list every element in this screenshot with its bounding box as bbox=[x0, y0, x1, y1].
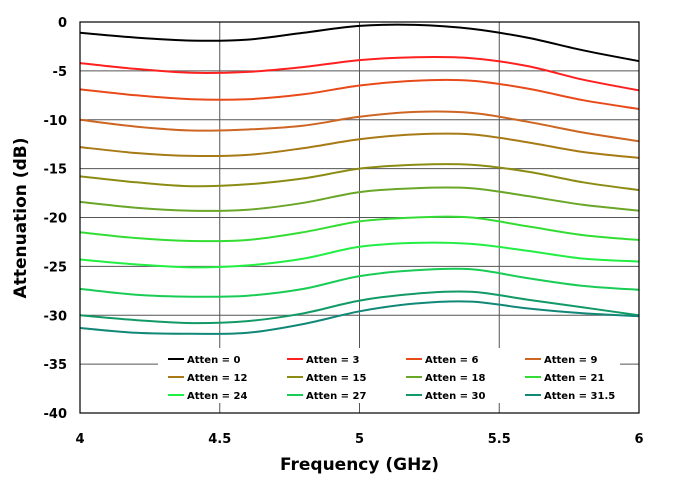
x-tick-label: 5.5 bbox=[488, 432, 511, 447]
series-line-10 bbox=[79, 290, 640, 325]
legend-item: Atten = 6 bbox=[406, 355, 479, 366]
legend-label: Atten = 24 bbox=[187, 391, 248, 402]
y-axis-label: Attenuation (dB) bbox=[11, 138, 31, 299]
x-tick-label: 5 bbox=[355, 432, 364, 447]
legend-label: Atten = 6 bbox=[425, 355, 479, 366]
x-tick-label: 4 bbox=[75, 432, 84, 447]
legend-item: Atten = 21 bbox=[525, 373, 605, 384]
series-line-3 bbox=[79, 110, 640, 143]
legend-item: Atten = 31.5 bbox=[525, 391, 615, 402]
series-line-9 bbox=[79, 267, 640, 298]
legend-label: Atten = 12 bbox=[187, 373, 248, 384]
y-tick-label: 0 bbox=[58, 16, 67, 31]
legend-label: Atten = 27 bbox=[306, 391, 367, 402]
y-tick-label: -15 bbox=[44, 163, 68, 178]
y-tick-label: -5 bbox=[53, 65, 67, 80]
series-line-4 bbox=[79, 132, 640, 159]
legend-label: Atten = 0 bbox=[187, 355, 241, 366]
series-line-7 bbox=[79, 215, 640, 243]
series-line-5 bbox=[79, 163, 640, 192]
series-line-11 bbox=[79, 300, 640, 335]
x-tick-label: 6 bbox=[634, 432, 643, 447]
legend-item: Atten = 27 bbox=[287, 391, 367, 402]
legend-item: Atten = 0 bbox=[168, 355, 241, 366]
x-tick-labels: 4 4.5 5 5.5 6 bbox=[75, 432, 643, 447]
legend-label: Atten = 3 bbox=[306, 355, 360, 366]
legend-item: Atten = 30 bbox=[406, 391, 486, 402]
legend-item: Atten = 15 bbox=[287, 373, 367, 384]
y-tick-label: -25 bbox=[44, 260, 68, 275]
series-line-0 bbox=[79, 23, 640, 63]
y-tick-label: -35 bbox=[44, 358, 68, 373]
legend-box bbox=[158, 348, 620, 403]
series-line-8 bbox=[79, 241, 640, 269]
series-line-2 bbox=[79, 78, 640, 110]
legend-label: Atten = 9 bbox=[544, 355, 598, 366]
plot-frame bbox=[79, 21, 640, 414]
series-lines bbox=[79, 23, 640, 335]
y-tick-label: -30 bbox=[44, 309, 68, 324]
y-tick-label: -40 bbox=[44, 407, 68, 422]
legend-item: Atten = 3 bbox=[287, 355, 360, 366]
legend-item: Atten = 12 bbox=[168, 373, 248, 384]
x-axis-label: Frequency (GHz) bbox=[280, 455, 439, 475]
y-tick-label: -20 bbox=[44, 212, 68, 227]
legend-label: Atten = 15 bbox=[306, 373, 367, 384]
legend-item: Atten = 24 bbox=[168, 391, 248, 402]
series-line-6 bbox=[79, 186, 640, 212]
x-tick-label: 4.5 bbox=[208, 432, 231, 447]
legend-label: Atten = 30 bbox=[425, 391, 486, 402]
y-tick-labels: 0 -5 -10 -15 -20 -25 -30 -35 -40 bbox=[44, 16, 68, 422]
y-tick-label: -10 bbox=[44, 114, 68, 129]
legend-item: Atten = 9 bbox=[525, 355, 598, 366]
legend-label: Atten = 31.5 bbox=[544, 391, 615, 402]
series-line-1 bbox=[79, 55, 640, 92]
legend-label: Atten = 21 bbox=[544, 373, 605, 384]
legend-label: Atten = 18 bbox=[425, 373, 486, 384]
legend: Atten = 0 Atten = 3 Atten = 6 Atten = 9 Atte… bbox=[168, 355, 615, 402]
legend-item: Atten = 18 bbox=[406, 373, 486, 384]
